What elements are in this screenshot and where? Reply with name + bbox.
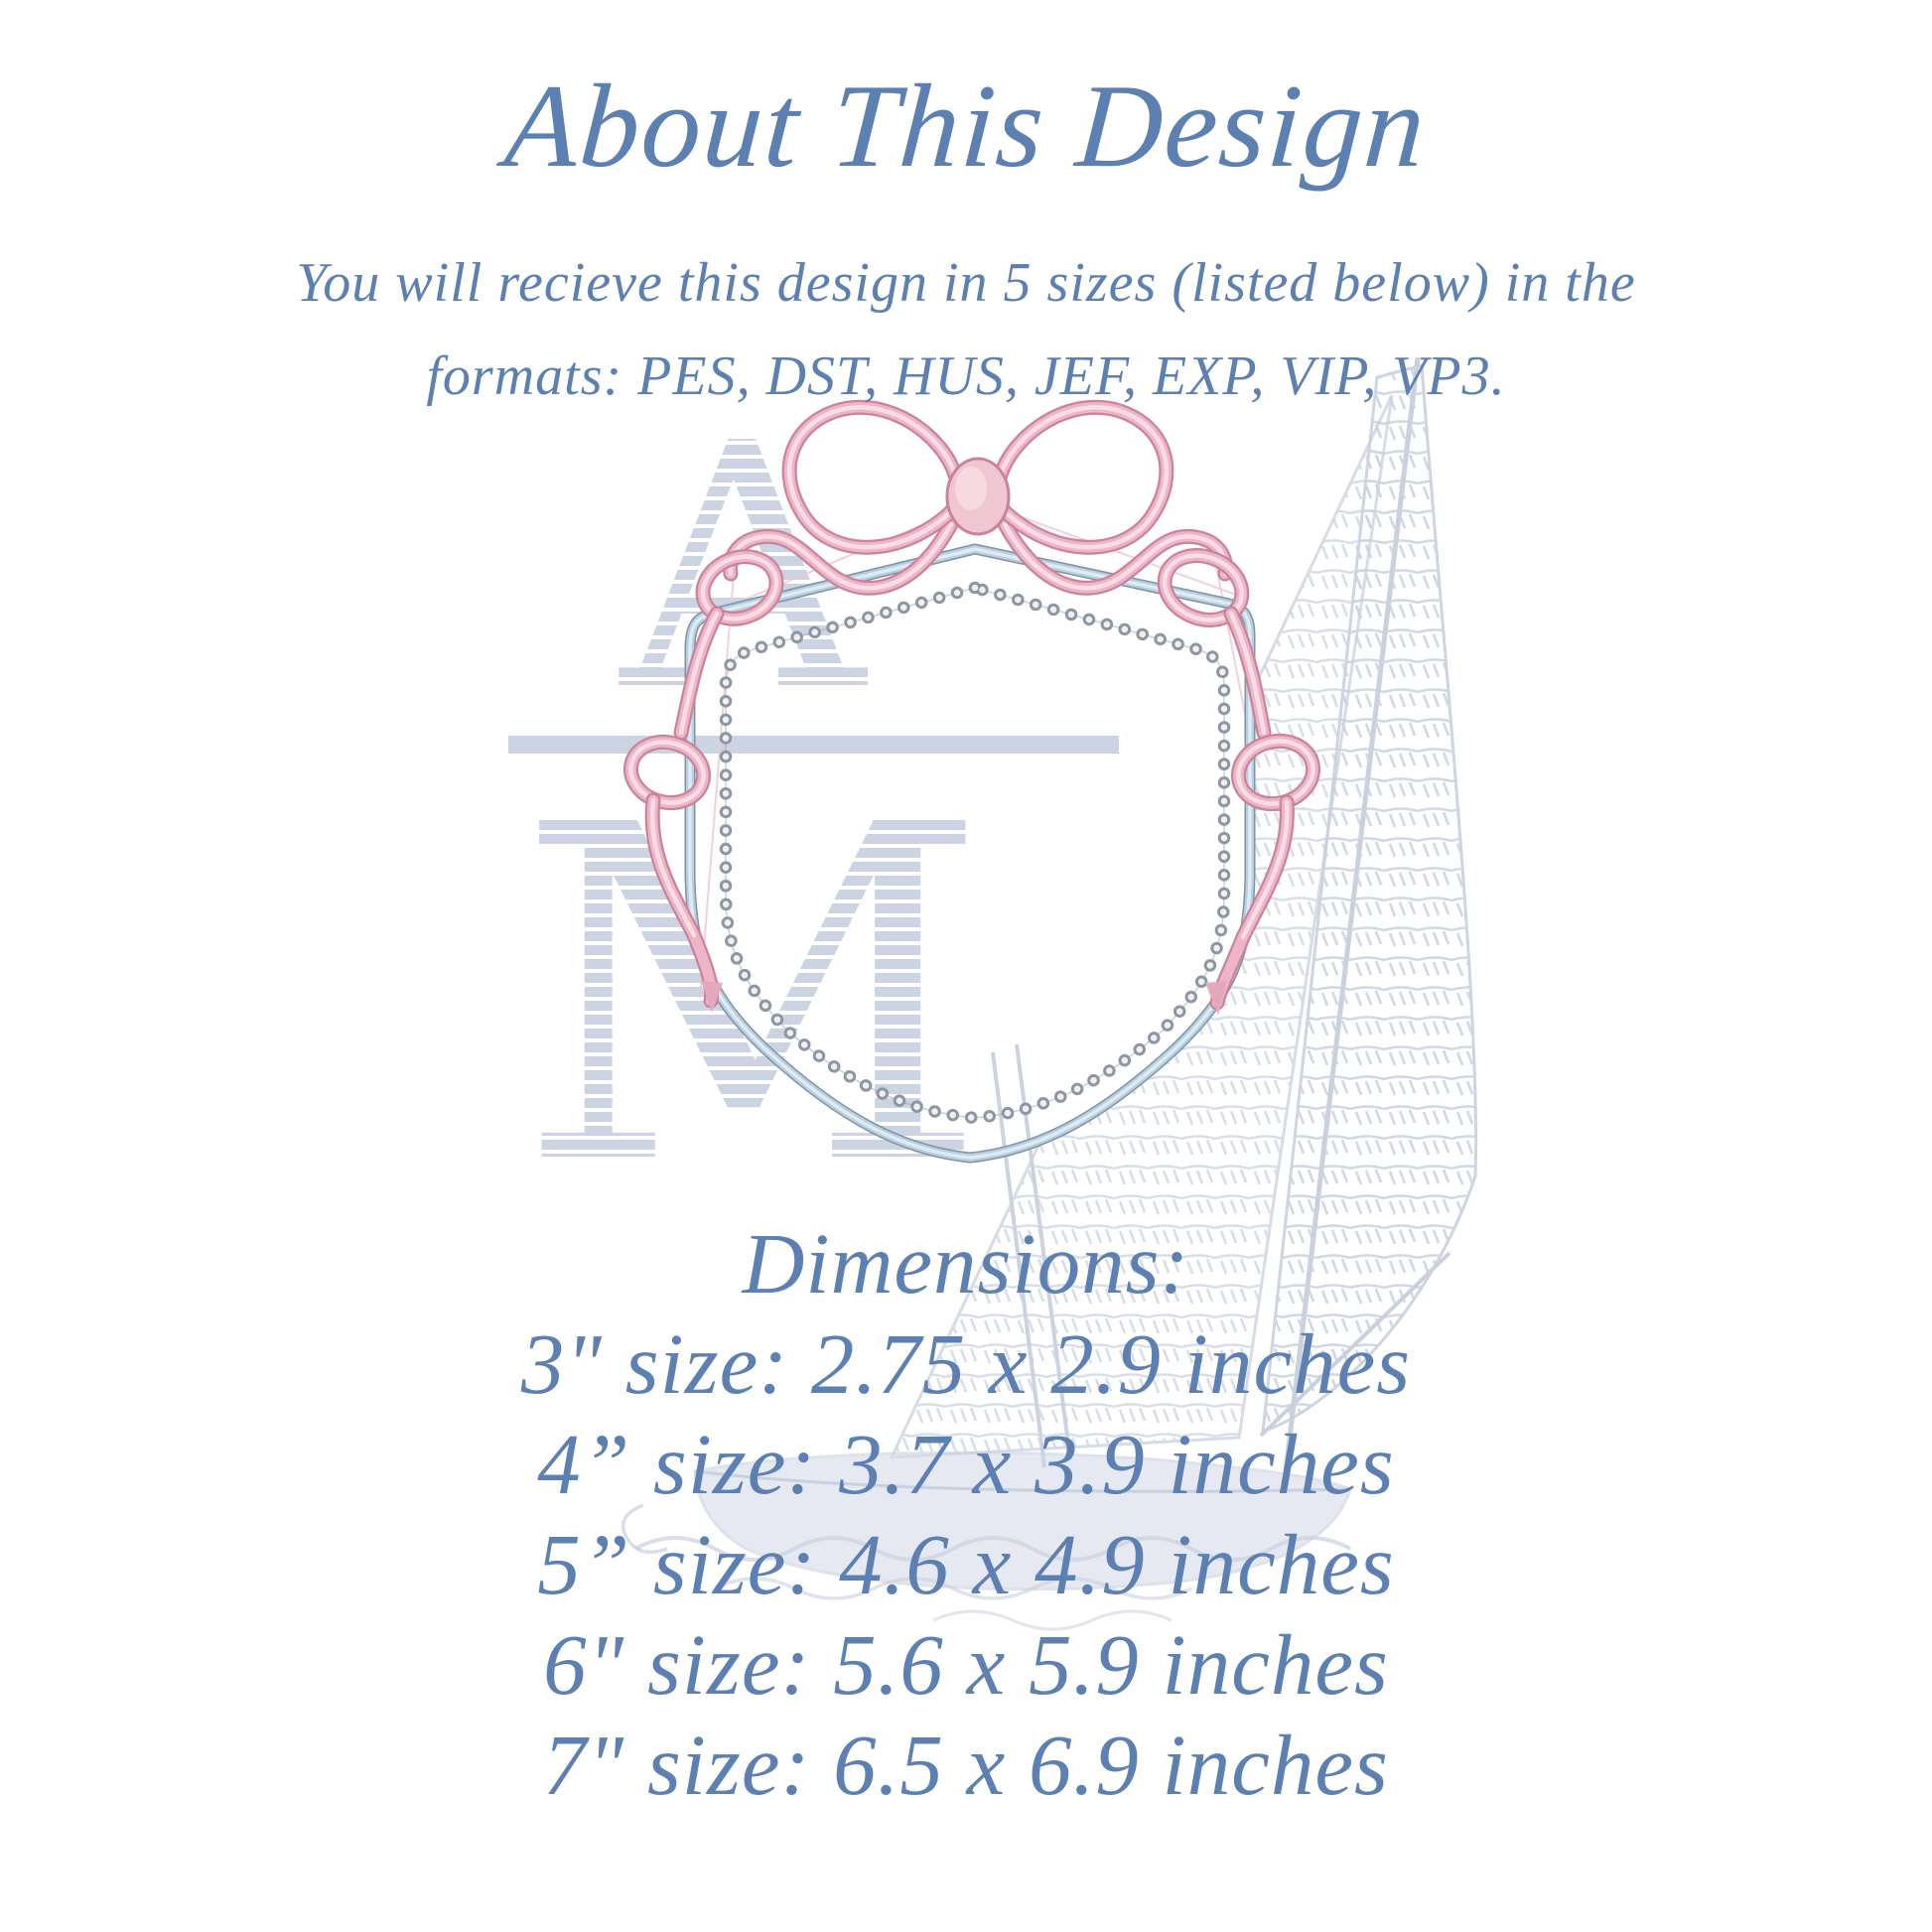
ribbon-left-tail-tip: [701, 981, 723, 1013]
dimensions-heading: Dimensions:: [742, 1215, 1190, 1311]
sailboat-mainsail: [1261, 363, 1478, 1435]
dimension-line-7in: 7" size: 6.5 x 6.9 inches: [543, 1717, 1389, 1813]
intro-line-1: You will recieve this design in 5 sizes …: [296, 252, 1636, 314]
water-wave-line: [932, 1609, 1173, 1631]
ribbon-bow-icon: [622, 399, 1321, 1015]
crest-interior-mask: [690, 549, 1250, 1158]
dimensions-list: Dimensions: 3" size: 2.75 x 2.9 inches 4…: [0, 1213, 1932, 1815]
page-title: About This Design: [500, 60, 1432, 192]
bow-knot-highlight: [955, 467, 987, 510]
pearl-chain-icon: [719, 581, 1231, 1125]
dimension-line-4in: 4” size: 3.7 x 3.9 inches: [537, 1416, 1395, 1512]
dimension-line-3in: 3" size: 2.75 x 2.9 inches: [520, 1315, 1412, 1412]
intro-line-2: formats: PES, DST, HUS, JEF, EXP, VIP, V…: [426, 345, 1506, 407]
intro-text: You will recieve this design in 5 sizes …: [0, 236, 1932, 423]
water-wave-line: [634, 1536, 1351, 1562]
ribbon-right-tail-tip: [1205, 981, 1227, 1015]
watermark-monogram: A M: [508, 372, 1119, 1266]
sailboat-sheer-line: [694, 1469, 1351, 1493]
dimension-line-5in: 5” size: 4.6 x 4.9 inches: [537, 1516, 1395, 1612]
dimension-line-6in: 6" size: 5.6 x 5.9 inches: [543, 1616, 1389, 1713]
watermark-letter-m: M: [516, 728, 989, 1266]
water-curl: [621, 1503, 668, 1555]
sailboat-boom: [1259, 1251, 1451, 1438]
water-wave-line: [714, 1577, 1192, 1600]
